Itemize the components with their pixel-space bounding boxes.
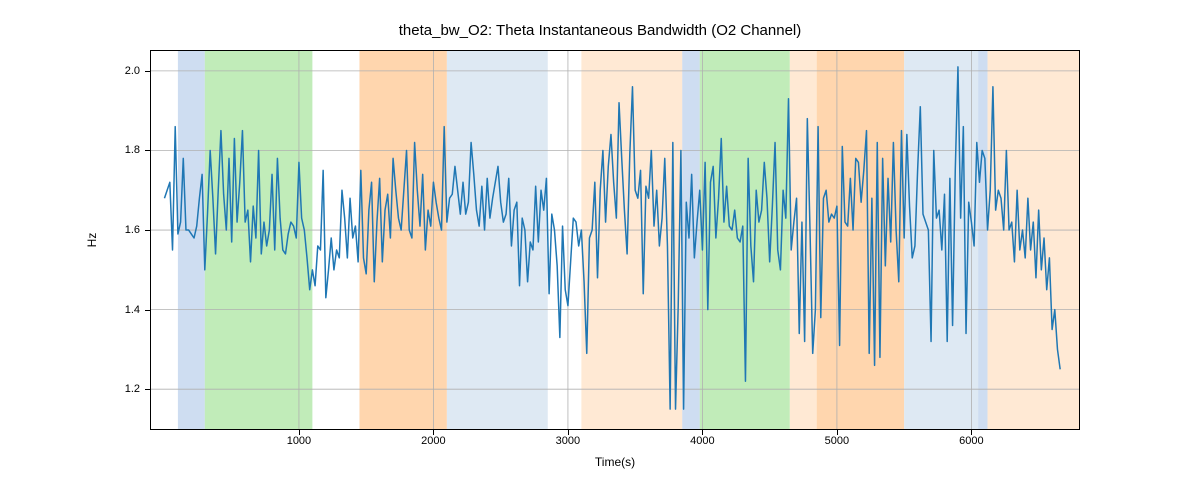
background-regions <box>178 51 1079 429</box>
y-tick-mark <box>145 71 150 72</box>
x-tick-label: 3000 <box>556 435 580 447</box>
y-tick-label: 1.4 <box>125 304 140 316</box>
region-rect <box>790 51 817 429</box>
x-tick-label: 2000 <box>421 435 445 447</box>
y-tick-mark <box>145 389 150 390</box>
region-rect <box>978 51 987 429</box>
x-tick-label: 4000 <box>690 435 714 447</box>
region-rect <box>205 51 313 429</box>
y-axis-label: Hz <box>85 233 99 248</box>
x-tick-mark <box>971 430 972 435</box>
x-tick-label: 1000 <box>287 435 311 447</box>
y-tick-label: 2.0 <box>125 65 140 77</box>
x-tick-mark <box>568 430 569 435</box>
y-tick-label: 1.6 <box>125 224 140 236</box>
y-tick-label: 1.8 <box>125 144 140 156</box>
x-tick-label: 6000 <box>959 435 983 447</box>
x-axis-label: Time(s) <box>595 455 635 469</box>
region-rect <box>178 51 205 429</box>
figure: theta_bw_O2: Theta Instantaneous Bandwid… <box>0 0 1200 500</box>
x-tick-mark <box>433 430 434 435</box>
region-rect <box>682 51 699 429</box>
y-tick-mark <box>145 230 150 231</box>
plot-area <box>150 50 1080 430</box>
region-rect <box>988 51 1079 429</box>
x-tick-mark <box>299 430 300 435</box>
plot-svg <box>151 51 1079 429</box>
region-rect <box>447 51 548 429</box>
y-tick-mark <box>145 310 150 311</box>
x-tick-mark <box>702 430 703 435</box>
chart-title: theta_bw_O2: Theta Instantaneous Bandwid… <box>0 22 1200 39</box>
x-tick-mark <box>837 430 838 435</box>
x-tick-label: 5000 <box>825 435 849 447</box>
y-tick-mark <box>145 150 150 151</box>
y-tick-label: 1.2 <box>125 383 140 395</box>
